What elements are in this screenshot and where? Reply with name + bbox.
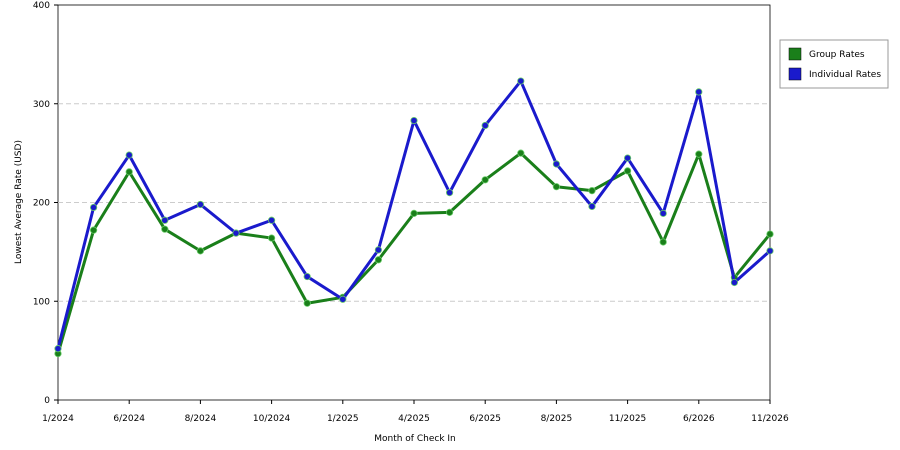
- point: [410, 209, 418, 217]
- y-tick-label: 300: [33, 100, 50, 110]
- x-tick-label: 1/2025: [327, 414, 359, 424]
- point: [623, 154, 632, 162]
- x-tick-label: 11/2026: [751, 414, 789, 424]
- point: [695, 88, 703, 96]
- point: [54, 345, 62, 353]
- point: [196, 200, 204, 209]
- x-tick-label: 10/2024: [253, 414, 291, 424]
- point: [339, 295, 347, 303]
- point: [232, 229, 240, 237]
- point: [374, 246, 382, 254]
- point: [766, 247, 774, 255]
- y-axis-title: Lowest Average Rate (USD): [14, 140, 24, 264]
- point: [303, 299, 311, 307]
- point: [552, 183, 561, 191]
- point: [517, 77, 525, 85]
- x-axis-title: Month of Check In: [374, 434, 456, 444]
- point: [481, 121, 489, 130]
- y-tick-label: 0: [44, 396, 50, 406]
- point: [196, 247, 204, 255]
- x-tick-label: 6/2026: [683, 414, 715, 424]
- legend-swatch: [788, 47, 802, 61]
- point: [267, 216, 276, 224]
- point: [517, 149, 525, 157]
- x-tick-label: 1/2024: [42, 414, 74, 424]
- point: [303, 272, 311, 281]
- point: [125, 168, 133, 176]
- point: [445, 208, 454, 216]
- x-tick-label: 6/2024: [113, 414, 145, 424]
- point: [161, 216, 169, 224]
- legend-swatch: [788, 67, 802, 81]
- point: [588, 202, 596, 211]
- point: [125, 151, 133, 159]
- x-tick-label: 4/2025: [398, 414, 430, 424]
- x-tick-label: 8/2024: [185, 414, 217, 424]
- point: [552, 160, 561, 168]
- point: [623, 167, 632, 175]
- x-tick-label: 8/2025: [541, 414, 573, 424]
- point: [659, 238, 667, 246]
- point: [445, 189, 454, 197]
- y-tick-label: 200: [33, 199, 50, 209]
- point: [588, 187, 596, 195]
- legend-label: Individual Rates: [809, 70, 881, 80]
- y-tick-label: 100: [33, 297, 50, 307]
- point: [267, 234, 276, 242]
- y-tick-label: 400: [33, 1, 50, 11]
- point: [410, 116, 418, 125]
- point: [90, 226, 98, 234]
- point: [161, 225, 169, 233]
- x-tick-label: 6/2025: [469, 414, 501, 424]
- point: [730, 278, 739, 287]
- legend-label: Group Rates: [809, 50, 865, 60]
- point: [374, 256, 382, 264]
- point: [90, 203, 98, 212]
- point: [766, 230, 774, 238]
- point: [695, 150, 703, 158]
- x-tick-label: 11/2025: [609, 414, 646, 424]
- legend-box: [779, 39, 889, 89]
- point: [481, 176, 489, 184]
- point: [659, 209, 667, 217]
